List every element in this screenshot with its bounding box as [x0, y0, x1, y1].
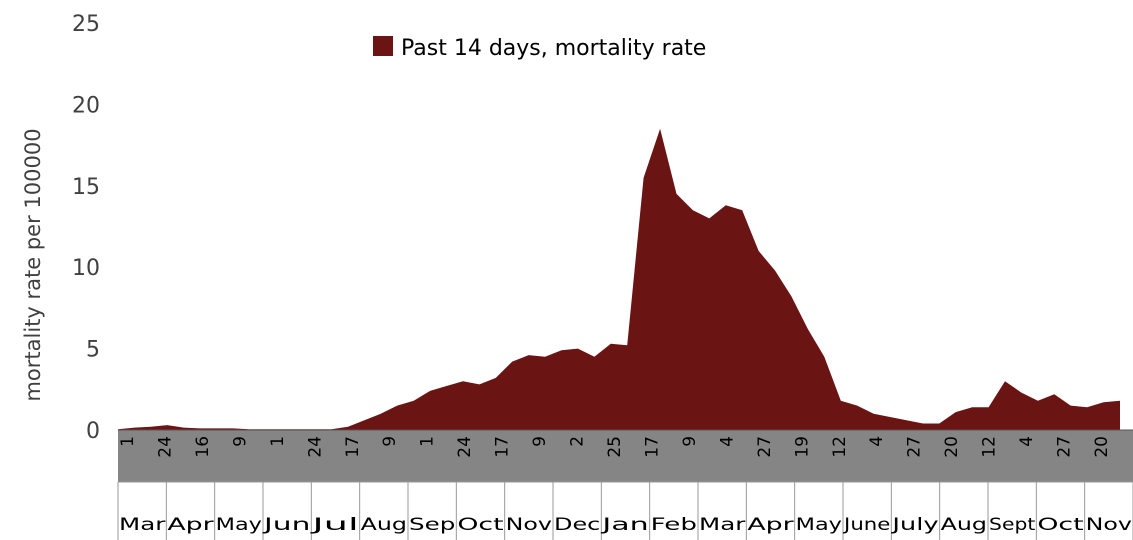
x-day-tick-label: 2: [568, 436, 588, 447]
x-month-tick-label: Nov: [1086, 515, 1132, 535]
y-axis-label: mortality rate per 100000: [21, 128, 45, 401]
x-month-tick-label: May: [216, 515, 262, 535]
x-month-tick-label: Mar: [119, 515, 165, 535]
x-day-tick-label: 1: [268, 436, 288, 447]
x-day-tick-label: 27: [1055, 436, 1075, 458]
x-day-tick-label: 24: [455, 436, 475, 458]
x-month-tick-label: Aug: [941, 515, 987, 535]
x-day-tick-label: 24: [156, 436, 176, 458]
x-month-tick-label: Dec: [554, 515, 600, 535]
x-month-tick-label: Jan: [601, 515, 649, 535]
y-tick-label: 25: [72, 12, 100, 37]
x-month-tick-label: Oct: [457, 515, 504, 535]
legend-label: Past 14 days, mortality rate: [401, 36, 706, 61]
x-day-tick-label: 4: [867, 436, 887, 447]
y-tick-label: 0: [86, 419, 100, 444]
x-month-tick-label: June: [843, 515, 891, 535]
x-day-tick-label: 16: [193, 436, 213, 458]
x-day-tick-label: 9: [230, 436, 250, 447]
x-day-tick-label: 12: [980, 436, 1000, 458]
x-month-tick-label: Jun: [262, 515, 310, 535]
x-month-tick-label: Oct: [1037, 515, 1084, 535]
y-tick-label: 15: [72, 175, 100, 200]
x-day-tick-label: 1: [418, 436, 438, 447]
x-month-tick-label: Apr: [747, 515, 793, 535]
x-day-tick-label: 4: [1017, 436, 1037, 447]
x-month-tick-label: Nov: [506, 515, 552, 535]
x-day-tick-label: 9: [530, 436, 550, 447]
x-axis-day-band: [118, 430, 1133, 482]
x-day-tick-label: 9: [680, 436, 700, 447]
x-day-tick-label: 25: [605, 436, 625, 458]
x-month-tick-label: Mar: [699, 515, 745, 535]
x-day-tick-label: 1: [118, 436, 138, 447]
x-month-tick-label: Sep: [409, 515, 455, 535]
x-month-tick-label: Aug: [361, 515, 407, 535]
x-day-tick-label: 20: [942, 436, 962, 458]
y-tick-label: 5: [86, 338, 100, 363]
x-month-tick-label: Apr: [167, 515, 213, 535]
x-day-tick-label: 9: [380, 436, 400, 447]
y-tick-label: 10: [72, 256, 100, 281]
x-month-tick-label: Jul: [310, 515, 359, 535]
x-month-tick-label: July: [891, 515, 939, 535]
x-day-tick-label: 17: [343, 436, 363, 458]
x-day-tick-label: 17: [493, 436, 513, 458]
x-day-tick-label: 24: [305, 436, 325, 458]
x-day-tick-label: 17: [643, 436, 663, 458]
x-day-tick-label: 27: [905, 436, 925, 458]
x-month-tick-label: Feb: [651, 515, 697, 535]
y-tick-label: 20: [72, 93, 100, 118]
x-month-tick-label: Sept: [989, 515, 1036, 535]
x-day-tick-label: 20: [1092, 436, 1112, 458]
mortality-area-series: [118, 128, 1120, 431]
x-day-tick-label: 19: [792, 436, 812, 458]
legend-swatch: [373, 36, 393, 56]
x-day-tick-label: 27: [755, 436, 775, 458]
x-day-tick-label: 12: [830, 436, 850, 458]
x-day-tick-label: 4: [717, 436, 737, 447]
x-month-tick-label: May: [796, 515, 842, 535]
